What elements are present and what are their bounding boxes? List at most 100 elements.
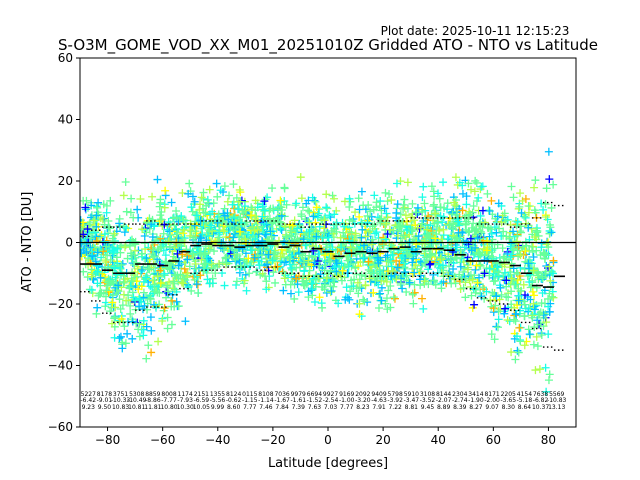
scatter-point	[337, 243, 346, 252]
scatter-point	[487, 229, 496, 238]
scatter-point	[119, 191, 128, 200]
scatter-point	[167, 198, 176, 207]
scatter-point	[134, 285, 143, 294]
scatter-point	[380, 234, 389, 243]
scatter-point	[255, 261, 264, 270]
scatter-point	[541, 267, 550, 276]
scatter-point	[106, 196, 115, 205]
scatter-point	[497, 218, 506, 227]
scatter-point	[234, 244, 243, 253]
scatter-point	[214, 233, 223, 242]
scatter-point	[494, 268, 503, 277]
scatter-point	[267, 232, 276, 241]
x-tick-label: −40	[205, 433, 230, 447]
scatter-point	[205, 245, 214, 254]
scatter-point	[160, 269, 169, 278]
scatter-point	[409, 299, 418, 308]
scatter-point	[242, 218, 251, 227]
scatter-point	[487, 330, 496, 339]
scatter-point	[375, 265, 384, 274]
scatter-point	[360, 297, 369, 306]
scatter-point	[197, 234, 206, 243]
scatter-point	[185, 179, 194, 188]
scatter-point	[380, 204, 389, 213]
scatter-point	[204, 198, 213, 207]
scatter-point	[162, 281, 171, 290]
scatter-point	[384, 286, 393, 295]
scatter-point	[296, 173, 305, 182]
scatter-point	[93, 279, 102, 288]
scatter-point	[234, 197, 243, 206]
scatter-point	[126, 208, 135, 217]
scatter-point	[301, 215, 310, 224]
scatter-point	[544, 376, 553, 385]
scatter-point	[281, 223, 290, 232]
scatter-point	[547, 228, 556, 237]
scatter-point	[434, 217, 443, 226]
scatter-point	[108, 319, 117, 328]
y-tick-label: 20	[58, 174, 73, 188]
scatter-point	[402, 287, 411, 296]
scatter-point	[220, 182, 229, 191]
bin-sigma-label: 8.64	[518, 404, 532, 411]
scatter-point	[509, 193, 518, 202]
scatter-point	[110, 229, 119, 238]
bin-sigma-label: 7.63	[308, 404, 322, 411]
scatter-point	[358, 225, 367, 234]
scatter-point	[215, 222, 224, 231]
scatter-point	[351, 208, 360, 217]
bin-count-label: 8859	[145, 391, 160, 398]
scatter-point	[92, 236, 101, 245]
scatter-point	[446, 220, 455, 229]
scatter-point	[521, 194, 530, 203]
scatter-point	[317, 215, 326, 224]
scatter-point	[156, 278, 165, 287]
scatter-point	[254, 230, 263, 239]
scatter-point	[345, 194, 354, 203]
scatter-point	[170, 285, 179, 294]
scatter-point	[478, 206, 487, 215]
scatter-point	[294, 288, 303, 297]
scatter-point	[542, 184, 551, 193]
scatter-point	[412, 240, 421, 249]
scatter-point	[352, 240, 361, 249]
scatter-point	[361, 280, 370, 289]
scatter-point	[193, 243, 202, 252]
scatter-point	[351, 229, 360, 238]
scatter-point	[122, 207, 131, 216]
scatter-point	[309, 212, 318, 221]
scatter-point	[410, 280, 419, 289]
scatter-point	[524, 304, 533, 313]
scatter-point	[188, 192, 197, 201]
y-tick-label: −40	[48, 359, 73, 373]
scatter-point	[273, 262, 282, 271]
scatter-point	[370, 220, 379, 229]
bin-mean-label: -1.00	[339, 397, 355, 404]
scatter-point	[470, 226, 479, 235]
scatter-point	[418, 219, 427, 228]
scatter-point	[525, 330, 534, 339]
scatter-point	[94, 198, 103, 207]
scatter-point	[513, 217, 522, 226]
scatter-point	[505, 263, 514, 272]
scatter-point	[118, 344, 127, 353]
scatter-point	[422, 234, 431, 243]
scatter-point	[128, 288, 137, 297]
scatter-point	[512, 332, 521, 341]
scatter-point	[452, 254, 461, 263]
scatter-point	[304, 196, 313, 205]
scatter-point	[502, 232, 511, 241]
scatter-point	[410, 216, 419, 225]
bin-mean-label: -6.82	[533, 397, 549, 404]
scatter-point	[165, 243, 174, 252]
scatter-point	[365, 253, 374, 262]
scatter-point	[345, 203, 354, 212]
scatter-point	[322, 190, 331, 199]
scatter-point	[298, 203, 307, 212]
scatter-point	[314, 209, 323, 218]
scatter-point	[520, 311, 529, 320]
scatter-point	[199, 188, 208, 197]
scatter-point	[125, 283, 134, 292]
scatter-point	[453, 215, 462, 224]
bin-mean-label: -7.93	[177, 397, 193, 404]
